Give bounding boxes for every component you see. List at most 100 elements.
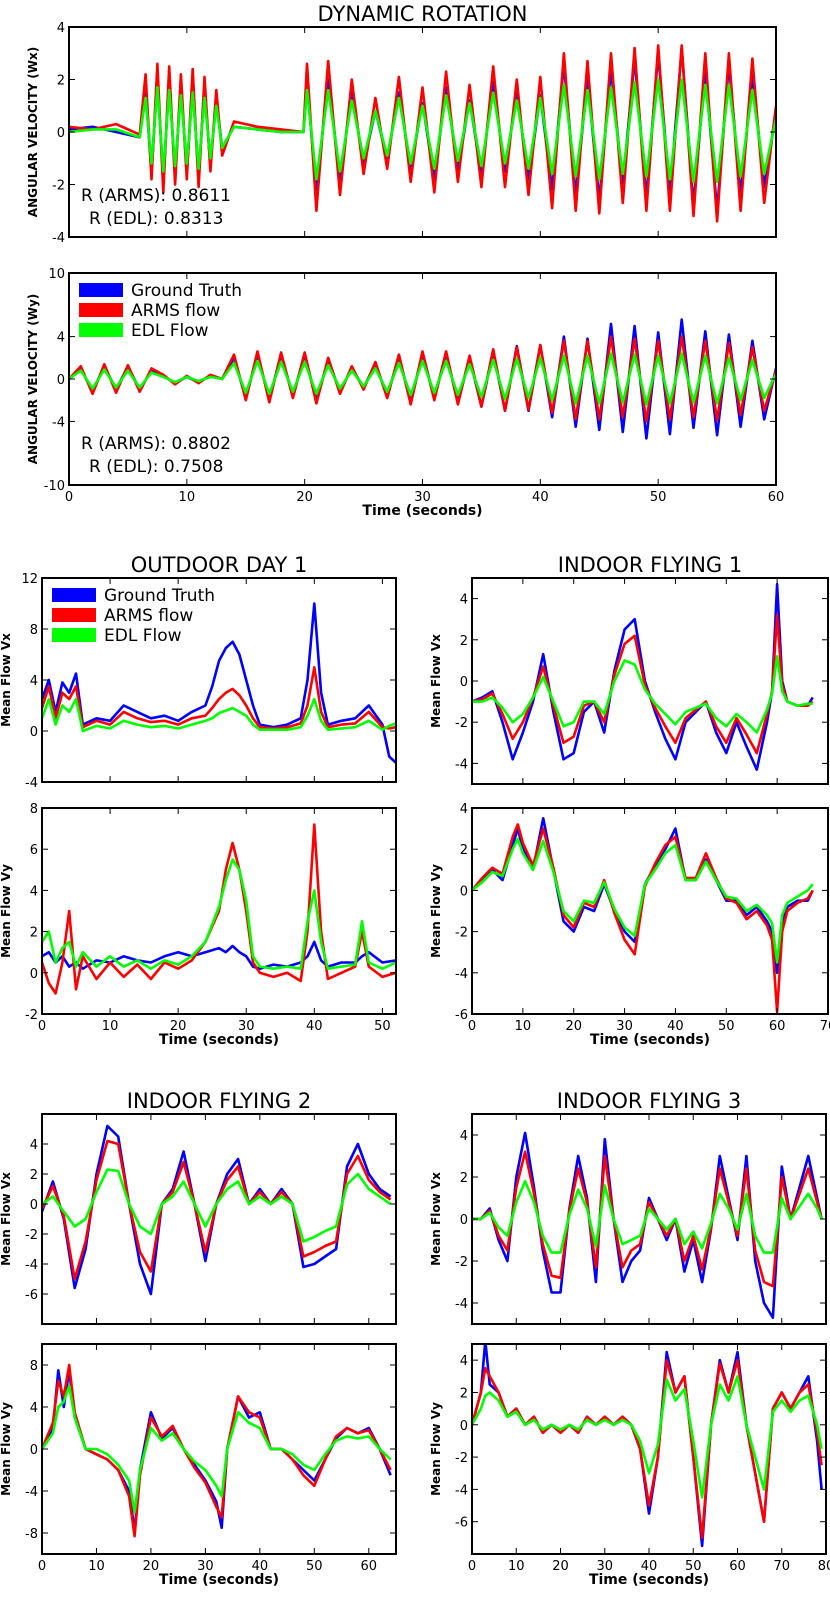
y-tick-label: -6 [455,1008,468,1023]
correlation-annotation: R (EDL): 0.7508 [89,457,223,477]
x-tick-label: 20 [170,1019,187,1034]
panel-indoor-flying-2-vx: -6 -4 -2 0 2 4 INDOOR FLYING 2 Mean Flow Vx [0,1089,397,1325]
panel-indoor-flying-3-vy: 0 10 20 30 40 50 60 70 80 -6 -4 -2 0 2 4 Mean Flow Vy Ti… [429,1343,830,1588]
y-tick-label: -2 [25,1228,38,1243]
y-tick-label: 4 [30,674,38,689]
y-axis-label: Mean Flow Vx [429,1172,443,1266]
y-tick-label: 8 [30,623,38,638]
y-tick-label: 4 [57,331,65,346]
x-tick-label: 50 [374,1019,391,1034]
x-tick-label: 30 [414,490,431,505]
x-axis-label: Time (seconds) [362,503,482,519]
y-tick-label: 6 [30,843,38,858]
y-tick-label: -4 [455,1297,468,1312]
y-tick-label: -4 [455,967,468,982]
series-line-edl-flow [472,1375,823,1499]
y-tick-label: -4 [25,1258,38,1273]
chart-title: DYNAMIC ROTATION [318,2,528,26]
x-tick-label: 20 [565,1019,582,1034]
series-line-arms-flow [42,823,396,995]
x-tick-label: 20 [143,1559,160,1574]
x-tick-label: 60 [360,1559,377,1574]
x-tick-label: 0 [468,1019,476,1034]
y-axis-label: Mean Flow Vx [429,634,443,728]
plot-area [69,318,776,440]
x-tick-label: 70 [773,1559,790,1574]
x-tick-label: 50 [306,1559,323,1574]
y-tick-label: -2 [25,1008,38,1023]
x-tick-label: 80 [818,1559,830,1574]
y-tick-label: 4 [460,1129,468,1144]
series-line-ground-truth [472,1131,823,1319]
legend-swatch [79,283,123,297]
x-axis-label: Time (seconds) [159,1572,279,1588]
x-tick-label: 10 [88,1559,105,1574]
x-tick-label: 70 [820,1019,830,1034]
y-tick-label: 2 [30,1168,38,1183]
y-tick-label: 4 [30,1138,38,1153]
y-tick-label: 2 [57,74,65,89]
y-axis-label: ANGULAR VELOCITY (Wy) [26,294,40,465]
x-tick-label: 60 [769,1019,786,1034]
correlation-annotation: R (ARMS): 0.8611 [81,186,231,206]
legend-swatch [79,323,123,337]
x-tick-label: 40 [532,490,549,505]
x-tick-label: 60 [768,490,785,505]
y-tick-label: -10 [44,479,65,494]
series-line-ground-truth [42,1124,392,1296]
x-tick-label: 50 [718,1019,735,1034]
plot-area [42,823,396,995]
legend-label: Ground Truth [131,281,242,301]
legend-swatch [52,608,96,622]
series-line-edl-flow [472,655,813,734]
y-tick-label: 4 [30,884,38,899]
y-axis-label: Mean Flow Vy [0,1402,13,1496]
chart-title: OUTDOOR DAY 1 [131,553,308,577]
y-axis-label: ANGULAR VELOCITY (Wx) [26,47,40,217]
y-tick-label: 2 [30,926,38,941]
x-tick-label: 40 [306,1019,323,1034]
plot-area [42,1124,392,1296]
y-tick-label: 0 [57,373,65,388]
plot-area [472,817,814,1014]
correlation-annotation: R (ARMS): 0.8802 [81,434,231,454]
x-tick-label: 20 [296,490,313,505]
panel-indoor-flying-1-vy: 0 10 20 30 40 50 60 70 -6 -4 -2 0 2 4 Mean Flow Vy Time… [429,802,830,1048]
y-tick-label: 0 [57,126,65,141]
x-tick-label: 0 [38,1559,46,1574]
y-tick-label: 4 [30,1401,38,1416]
y-tick-label: 0 [30,1443,38,1458]
y-tick-label: 2 [460,1171,468,1186]
y-tick-label: 4 [57,21,65,36]
y-tick-label: -2 [52,179,65,194]
y-tick-label: -4 [25,776,38,791]
x-tick-label: 0 [65,490,73,505]
y-tick-label: 0 [30,1198,38,1213]
legend-swatch [52,588,96,602]
x-tick-label: 40 [641,1559,658,1574]
y-tick-label: 10 [48,267,65,282]
x-tick-label: 20 [552,1559,569,1574]
x-axis-label: Time (seconds) [590,1032,710,1048]
legend-swatch [52,628,96,642]
x-tick-label: 0 [468,1559,476,1574]
y-tick-label: 0 [460,1213,468,1228]
x-tick-label: 30 [238,1019,255,1034]
plot-area [42,602,396,764]
y-tick-label: 0 [460,675,468,690]
axes-frame [471,807,829,1015]
x-tick-label: 0 [38,1019,46,1034]
y-tick-label: -2 [455,716,468,731]
y-tick-label: -2 [455,926,468,941]
legend-swatch [79,303,123,317]
y-axis-label: Mean Flow Vx [0,633,13,727]
y-tick-label: 2 [460,634,468,649]
y-tick-label: -4 [52,415,65,430]
legend-label: ARMS flow [131,301,220,321]
y-axis-label: Mean Flow Vx [0,1172,13,1266]
x-tick-label: 30 [616,1019,633,1034]
correlation-annotation: R (EDL): 0.8313 [89,209,223,229]
x-tick-label: 30 [197,1559,214,1574]
